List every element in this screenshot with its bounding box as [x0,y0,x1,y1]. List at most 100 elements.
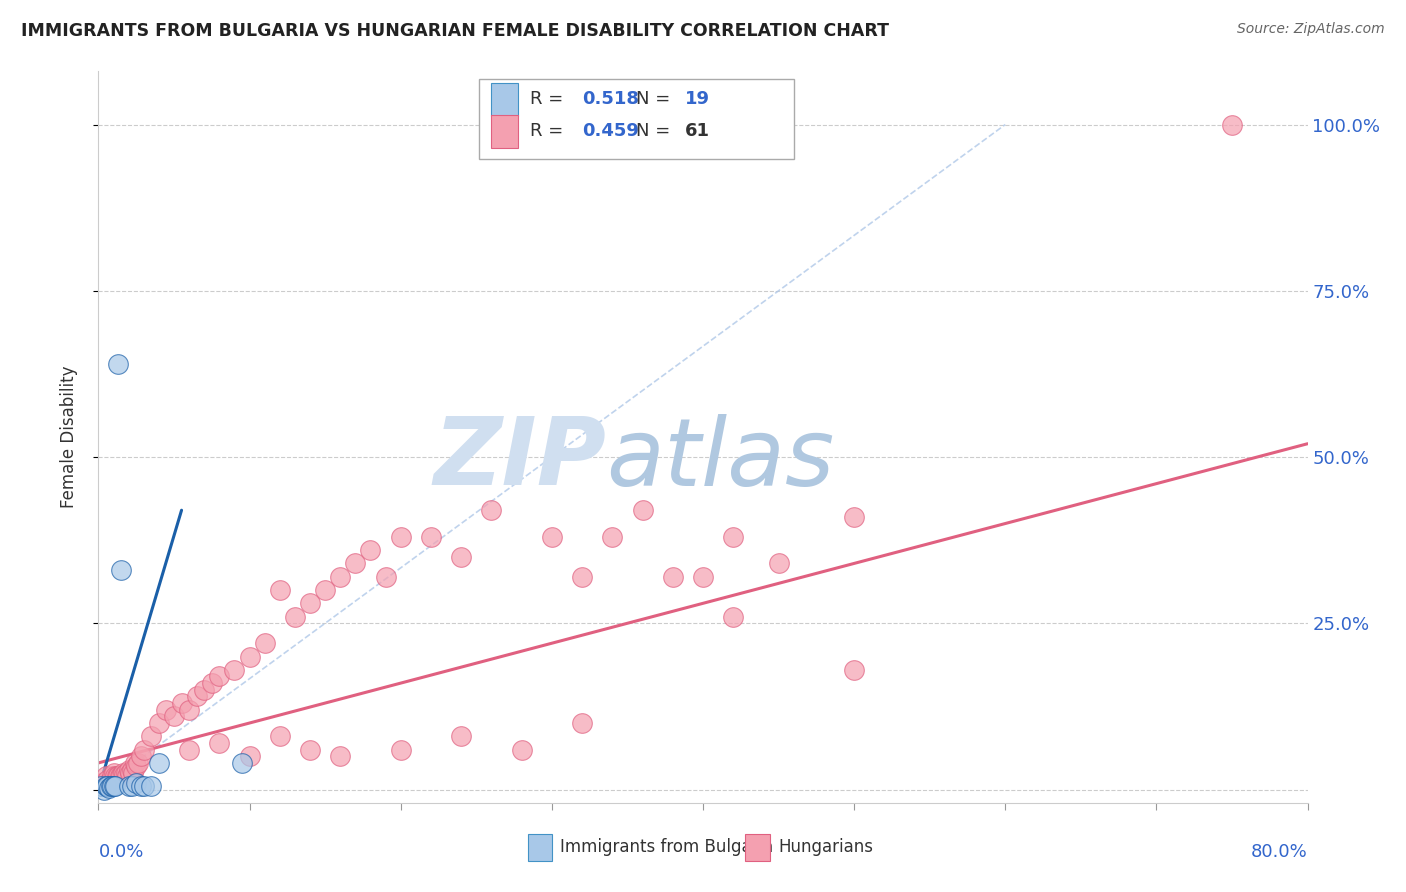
Point [723,530,745,544]
Point [170,696,193,710]
Point [374,570,396,584]
Point [94,769,117,783]
Point [844,663,866,677]
Point [104,769,127,783]
Text: atlas: atlas [606,414,835,505]
Point [239,649,262,664]
Point [98,780,121,795]
Point [118,763,141,777]
Point [269,729,291,743]
Point [571,716,593,731]
Point [239,749,262,764]
FancyBboxPatch shape [479,78,793,159]
Point [115,769,138,783]
Y-axis label: Female Disability: Female Disability [59,366,77,508]
Point [104,779,127,793]
Text: ZIP: ZIP [433,413,606,505]
Point [314,582,336,597]
Point [101,769,124,783]
Point [124,756,146,770]
Point [224,663,246,677]
Point [107,357,129,371]
Point [231,756,253,770]
Point [125,759,148,773]
Point [253,636,276,650]
Point [91,776,114,790]
Point [481,503,503,517]
Point [108,769,131,783]
Point [93,782,115,797]
Point [94,779,117,793]
Point [510,742,533,756]
Point [127,756,149,770]
Point [179,703,201,717]
Point [344,557,367,571]
Point [723,609,745,624]
Point [389,530,412,544]
Point [141,779,163,793]
Point [132,742,155,756]
Point [114,765,136,780]
Point [602,530,624,544]
FancyBboxPatch shape [745,833,769,862]
Point [155,703,177,717]
Point [122,765,145,780]
Text: Source: ZipAtlas.com: Source: ZipAtlas.com [1237,22,1385,37]
Point [163,709,186,723]
Point [329,570,352,584]
Text: R =: R = [530,90,569,108]
Point [107,769,129,783]
Text: Hungarians: Hungarians [778,838,873,856]
Point [844,509,866,524]
Point [450,729,472,743]
Point [110,769,132,783]
Point [299,742,322,756]
Point [193,682,215,697]
FancyBboxPatch shape [527,833,551,862]
Point [540,530,562,544]
Point [450,549,472,564]
Point [101,779,124,793]
Point [420,530,443,544]
Point [129,749,152,764]
Point [360,543,382,558]
Point [269,582,291,597]
Point [120,765,142,780]
Point [208,736,231,750]
Point [141,729,163,743]
Text: 0.0%: 0.0% [98,843,143,861]
Point [329,749,352,764]
Text: 0.459: 0.459 [582,122,638,140]
Point [208,669,231,683]
Point [112,768,135,782]
Point [110,563,132,577]
Point [692,570,714,584]
Point [129,779,152,793]
Point [768,557,790,571]
Text: N =: N = [637,90,676,108]
Text: 80.0%: 80.0% [1251,843,1308,861]
Point [132,779,155,793]
Text: 61: 61 [685,122,710,140]
Text: 0.518: 0.518 [582,90,640,108]
Point [389,742,412,756]
Point [1220,118,1243,132]
Text: N =: N = [637,122,676,140]
Text: R =: R = [530,122,569,140]
FancyBboxPatch shape [492,83,517,116]
Point [186,690,208,704]
Point [93,776,115,790]
Point [121,763,143,777]
Point [179,742,201,756]
Point [299,596,322,610]
Point [111,765,134,780]
Point [103,779,125,793]
Point [96,772,118,787]
Point [284,609,307,624]
Point [103,765,125,780]
FancyBboxPatch shape [492,115,517,148]
Point [100,779,122,793]
Point [148,716,170,731]
Point [118,779,141,793]
Point [571,570,593,584]
